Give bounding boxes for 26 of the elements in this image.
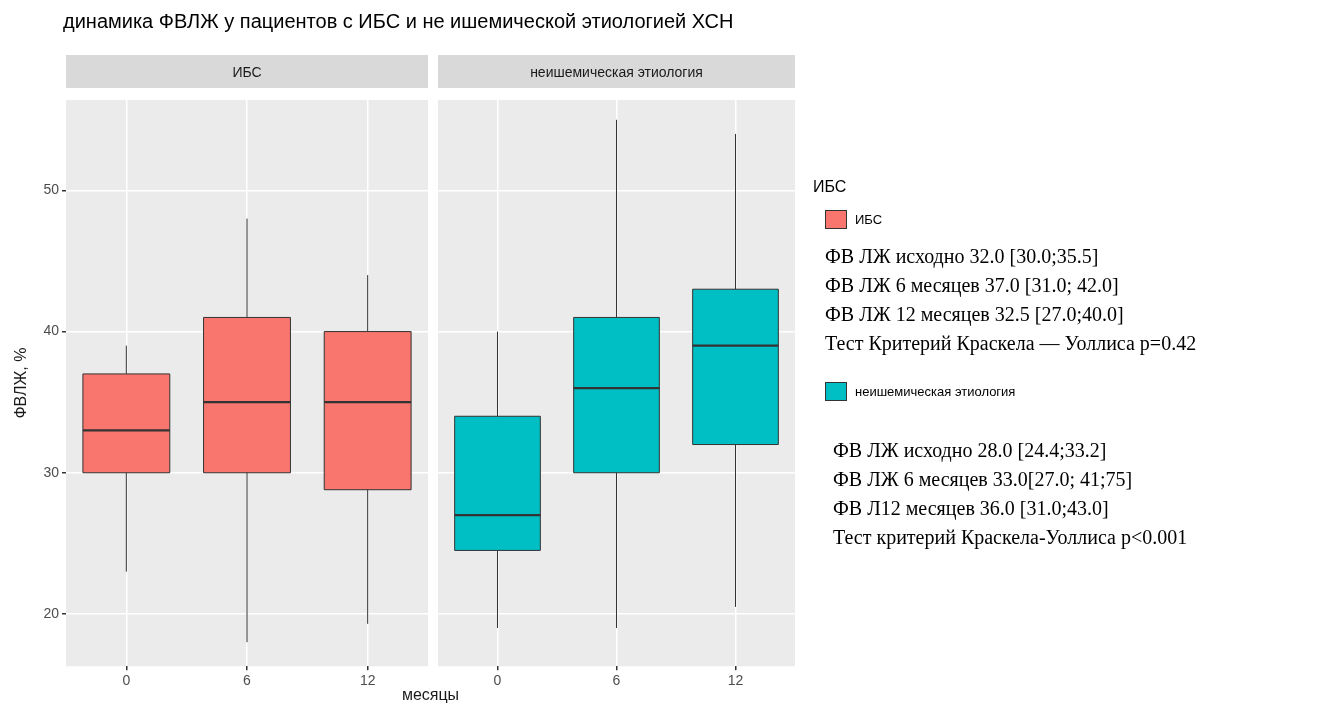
y-axis-title: ФВЛЖ, % — [12, 347, 30, 419]
x-tick-label: 0 — [122, 672, 131, 689]
y-tick-label: 40 — [43, 322, 60, 339]
x-axis-title: месяцы — [401, 686, 460, 703]
chart-subtitle: неишемическая этиология — [438, 55, 795, 88]
legend-label: ИБС — [855, 211, 883, 227]
text: Тест Критерий Краскела — Уоллиса p=0.42 — [825, 331, 1198, 357]
chart-subtitle: ИБС — [66, 55, 428, 88]
text: Тест критерий Краскела-Уоллиса p<0.001 — [833, 525, 1189, 551]
y-tick-label: 30 — [43, 463, 60, 480]
y-tick-label: 20 — [43, 604, 60, 621]
text: ФВ ЛЖ 6 месяцев 37.0 [31.0; 42.0] — [825, 273, 1120, 299]
x-tick-label: 12 — [359, 672, 376, 689]
x-tick-label: 0 — [493, 672, 502, 689]
chart-title: динамика ФВЛЖ у пациентов с ИБС и не ишемической этиологией ХСН — [63, 10, 734, 33]
y-tick-label: 50 — [43, 181, 60, 198]
text: ФВ Л12 месяцев 36.0 [31.0;43.0] — [833, 496, 1110, 522]
legend-label: неишемическая этиология — [855, 383, 1016, 399]
x-tick-label: 6 — [243, 672, 252, 689]
text: ФВ ЛЖ исходно 32.0 [30.0;35.5] — [825, 244, 1100, 270]
text: ФВ ЛЖ 6 месяцев 33.0[27.0; 41;75] — [833, 467, 1134, 493]
x-tick-label: 12 — [727, 672, 744, 689]
legend-title: ИБС — [813, 178, 848, 196]
text: ФВ ЛЖ 12 месяцев 32.5 [27.0;40.0] — [825, 302, 1125, 328]
x-tick-label: 6 — [612, 672, 621, 689]
text: ФВ ЛЖ исходно 28.0 [24.4;33.2] — [833, 438, 1108, 464]
